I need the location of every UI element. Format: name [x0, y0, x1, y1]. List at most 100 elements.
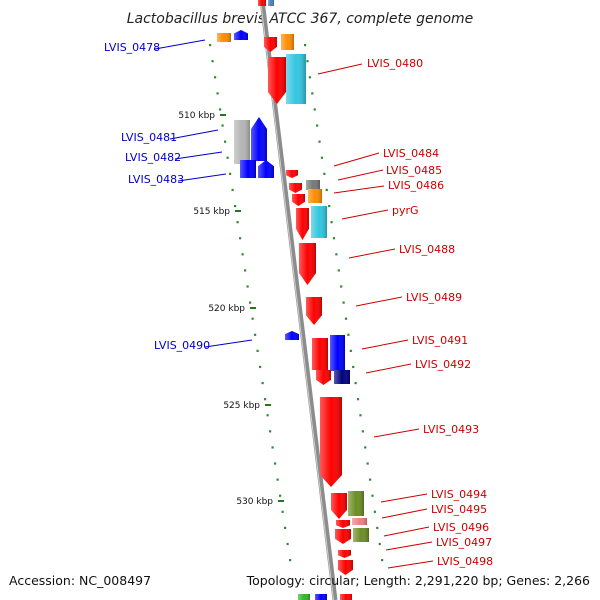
genome-stats-label: Topology: circular; Length: 2,291,220 bp…	[246, 573, 590, 588]
gene-label-lvis_0492[interactable]: LVIS_0492	[415, 358, 471, 371]
gene-feature[interactable]	[312, 338, 328, 370]
gene-feature[interactable]	[234, 120, 250, 164]
gene-label-lvis_0490[interactable]: LVIS_0490	[154, 339, 210, 352]
gene-feature[interactable]	[281, 34, 294, 50]
label-leader-line	[333, 185, 385, 194]
inner-ring-dot	[261, 381, 264, 385]
label-leader-line	[373, 428, 420, 438]
outer-ring-dot	[344, 317, 348, 320]
gene-feature[interactable]	[285, 331, 299, 340]
inner-ring-dot	[229, 172, 232, 175]
label-leader-line	[385, 541, 433, 551]
outer-ring-dot	[335, 253, 338, 256]
outer-ring-dot	[337, 269, 340, 272]
label-leader-line	[204, 339, 253, 348]
gene-feature[interactable]	[335, 529, 351, 544]
gene-label-lvis_0494[interactable]: LVIS_0494	[431, 488, 487, 501]
gene-label-lvis_0485[interactable]: LVIS_0485	[386, 164, 442, 177]
gene-label-lvis_0493[interactable]: LVIS_0493	[423, 423, 479, 436]
gene-feature[interactable]	[353, 528, 369, 542]
gene-label-lvis_0483[interactable]: LVIS_0483	[128, 173, 184, 186]
gene-feature[interactable]	[316, 370, 331, 385]
bp-tick-label: 530 kbp	[236, 497, 273, 507]
gene-feature[interactable]	[264, 37, 277, 52]
bp-tick-label: 520 kbp	[208, 304, 245, 314]
gene-feature[interactable]	[217, 33, 231, 42]
gene-feature[interactable]	[308, 189, 322, 203]
gene-feature[interactable]	[320, 397, 342, 487]
gene-feature[interactable]	[268, 57, 286, 104]
gene-feature[interactable]	[258, 160, 274, 178]
inner-ring-dot	[254, 333, 257, 336]
gene-feature[interactable]	[298, 594, 310, 600]
gene-feature[interactable]	[292, 194, 305, 206]
label-leader-line	[381, 508, 428, 519]
gene-feature[interactable]	[352, 518, 367, 525]
outer-ring-dot	[376, 526, 379, 530]
gene-label-lvis_0498[interactable]: LVIS_0498	[437, 555, 493, 568]
label-leader-line	[317, 63, 363, 75]
inner-ring-dot	[264, 398, 267, 401]
gene-feature[interactable]	[311, 206, 327, 238]
label-leader-line	[169, 129, 219, 140]
gene-feature[interactable]	[299, 243, 316, 285]
inner-ring-dot	[259, 365, 262, 369]
inner-ring-dot	[239, 237, 242, 240]
inner-ring-dot	[269, 430, 272, 433]
gene-label-lvis_0488[interactable]: LVIS_0488	[399, 243, 455, 256]
gene-feature[interactable]	[268, 0, 274, 6]
gene-feature[interactable]	[258, 0, 266, 6]
inner-ring-dot	[251, 317, 254, 320]
gene-feature[interactable]	[338, 550, 351, 558]
gene-label-lvis_0484[interactable]: LVIS_0484	[383, 147, 439, 160]
outer-ring-dot	[340, 285, 343, 288]
gene-feature[interactable]	[306, 297, 322, 325]
outer-ring-dot	[306, 60, 309, 63]
label-leader-line	[355, 296, 403, 307]
outer-ring-dot	[361, 430, 364, 433]
gene-feature[interactable]	[330, 335, 345, 371]
gene-feature[interactable]	[251, 117, 267, 161]
gene-feature[interactable]	[348, 491, 364, 516]
inner-ring-dot	[286, 542, 289, 546]
bp-ticks: 510 kbp 515 kbp 520 kbp 525 kbp 530 kbp	[178, 111, 284, 507]
gene-label-pyrg[interactable]: pyrG	[392, 204, 419, 217]
gene-feature[interactable]	[334, 370, 350, 384]
gene-feature[interactable]	[331, 493, 347, 519]
gene-feature[interactable]	[296, 208, 309, 240]
outer-ring-dot	[349, 349, 352, 352]
gene-feature[interactable]	[234, 30, 248, 40]
label-leader-line	[174, 151, 223, 160]
gene-label-lvis_0496[interactable]: LVIS_0496	[433, 521, 489, 534]
gene-feature[interactable]	[286, 170, 298, 178]
map-title: Lactobacillus brevis ATCC 367, complete …	[127, 11, 474, 27]
gene-label-lvis_0495[interactable]: LVIS_0495	[431, 503, 487, 516]
inner-ring-dot	[214, 76, 217, 79]
gene-label-lvis_0481[interactable]: LVIS_0481	[121, 131, 177, 144]
gene-label-lvis_0497[interactable]: LVIS_0497	[436, 536, 492, 549]
gene-feature[interactable]	[340, 594, 352, 600]
gene-feature[interactable]	[306, 180, 320, 190]
label-leader-line	[337, 169, 384, 181]
outer-ring-dot	[342, 301, 345, 304]
gene-label-lvis_0489[interactable]: LVIS_0489	[406, 291, 462, 304]
gene-feature[interactable]	[338, 560, 353, 575]
gene-feature[interactable]	[315, 594, 327, 600]
inner-ring-dot	[209, 44, 212, 47]
gene-feature[interactable]	[240, 160, 256, 178]
gene-label-lvis_0480[interactable]: LVIS_0480	[367, 57, 423, 70]
label-leader-line	[177, 173, 227, 182]
label-leader-line	[365, 363, 412, 374]
gene-feature[interactable]	[336, 520, 350, 528]
inner-ring-dot	[216, 92, 219, 95]
inner-ring-dot	[274, 462, 277, 465]
inner-ring-dot	[249, 301, 252, 304]
gene-label-lvis_0478[interactable]: LVIS_0478	[104, 41, 160, 54]
gene-label-lvis_0482[interactable]: LVIS_0482	[125, 151, 181, 164]
gene-label-lvis_0491[interactable]: LVIS_0491	[412, 334, 468, 347]
gene-feature[interactable]	[289, 183, 302, 193]
inner-ring-dot	[241, 253, 244, 256]
gene-feature[interactable]	[286, 54, 306, 104]
inner-ring-dot	[211, 60, 214, 63]
gene-label-lvis_0486[interactable]: LVIS_0486	[388, 179, 444, 192]
